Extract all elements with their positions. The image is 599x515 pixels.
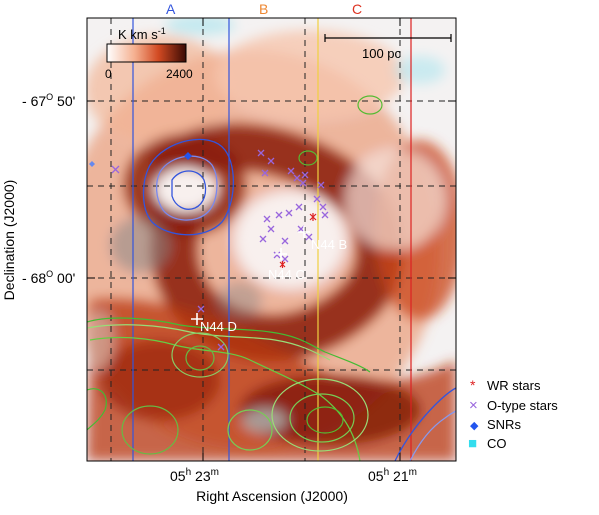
y-tick-label: - 67O 50' (22, 92, 75, 109)
scale-bar-label: 100 pc (362, 46, 402, 61)
y-axis-label: Declination (J2000) (1, 180, 17, 301)
o-type-stars (111, 149, 329, 351)
y-tick-label: - 68O 00' (22, 269, 75, 286)
tick-marks (87, 18, 456, 461)
slit-lines (132, 18, 412, 461)
legend-snr-label: SNRs (487, 417, 521, 432)
legend-snr-symbol: ◆ (470, 420, 479, 432)
colorbar (106, 43, 187, 63)
grid-lines (87, 18, 456, 461)
wr-stars (279, 213, 317, 268)
region-markers (191, 226, 310, 325)
colorbar-unit: K km s-1 (118, 26, 166, 42)
x-axis-label: Right Ascension (J2000) (196, 488, 348, 504)
panel-label-c: C (352, 1, 362, 17)
panel-label-b: B (259, 1, 268, 17)
legend-co-label: CO (487, 436, 507, 451)
snr-marker (184, 152, 192, 160)
legend-wr-symbol: * (470, 377, 476, 393)
plot-frame (86, 17, 457, 462)
co-contours (86, 95, 383, 462)
legend-co-symbol: ■ (468, 435, 477, 452)
legend-o-label: O-type stars (487, 398, 558, 413)
region-n44d-label: N44 D (200, 319, 237, 334)
colorbar-min: 0 (105, 67, 112, 81)
legend-o-symbol: × (469, 397, 478, 414)
blue-contours (142, 138, 457, 462)
panel-label-a: A (166, 1, 176, 17)
colorbar-max: 2400 (166, 67, 193, 81)
legend-wr-label: WR stars (487, 378, 541, 393)
x-tick-label: 05h 21m (368, 467, 417, 484)
region-n44c-label: N44 C (268, 267, 305, 282)
scale-bar (324, 34, 452, 42)
x-tick-label: 05h 23m (170, 467, 219, 484)
region-n44b-label: N44 B (311, 237, 347, 252)
legend: * WR stars × O-type stars ◆ SNRs ■ CO (468, 377, 558, 452)
snr-marker (89, 161, 95, 167)
